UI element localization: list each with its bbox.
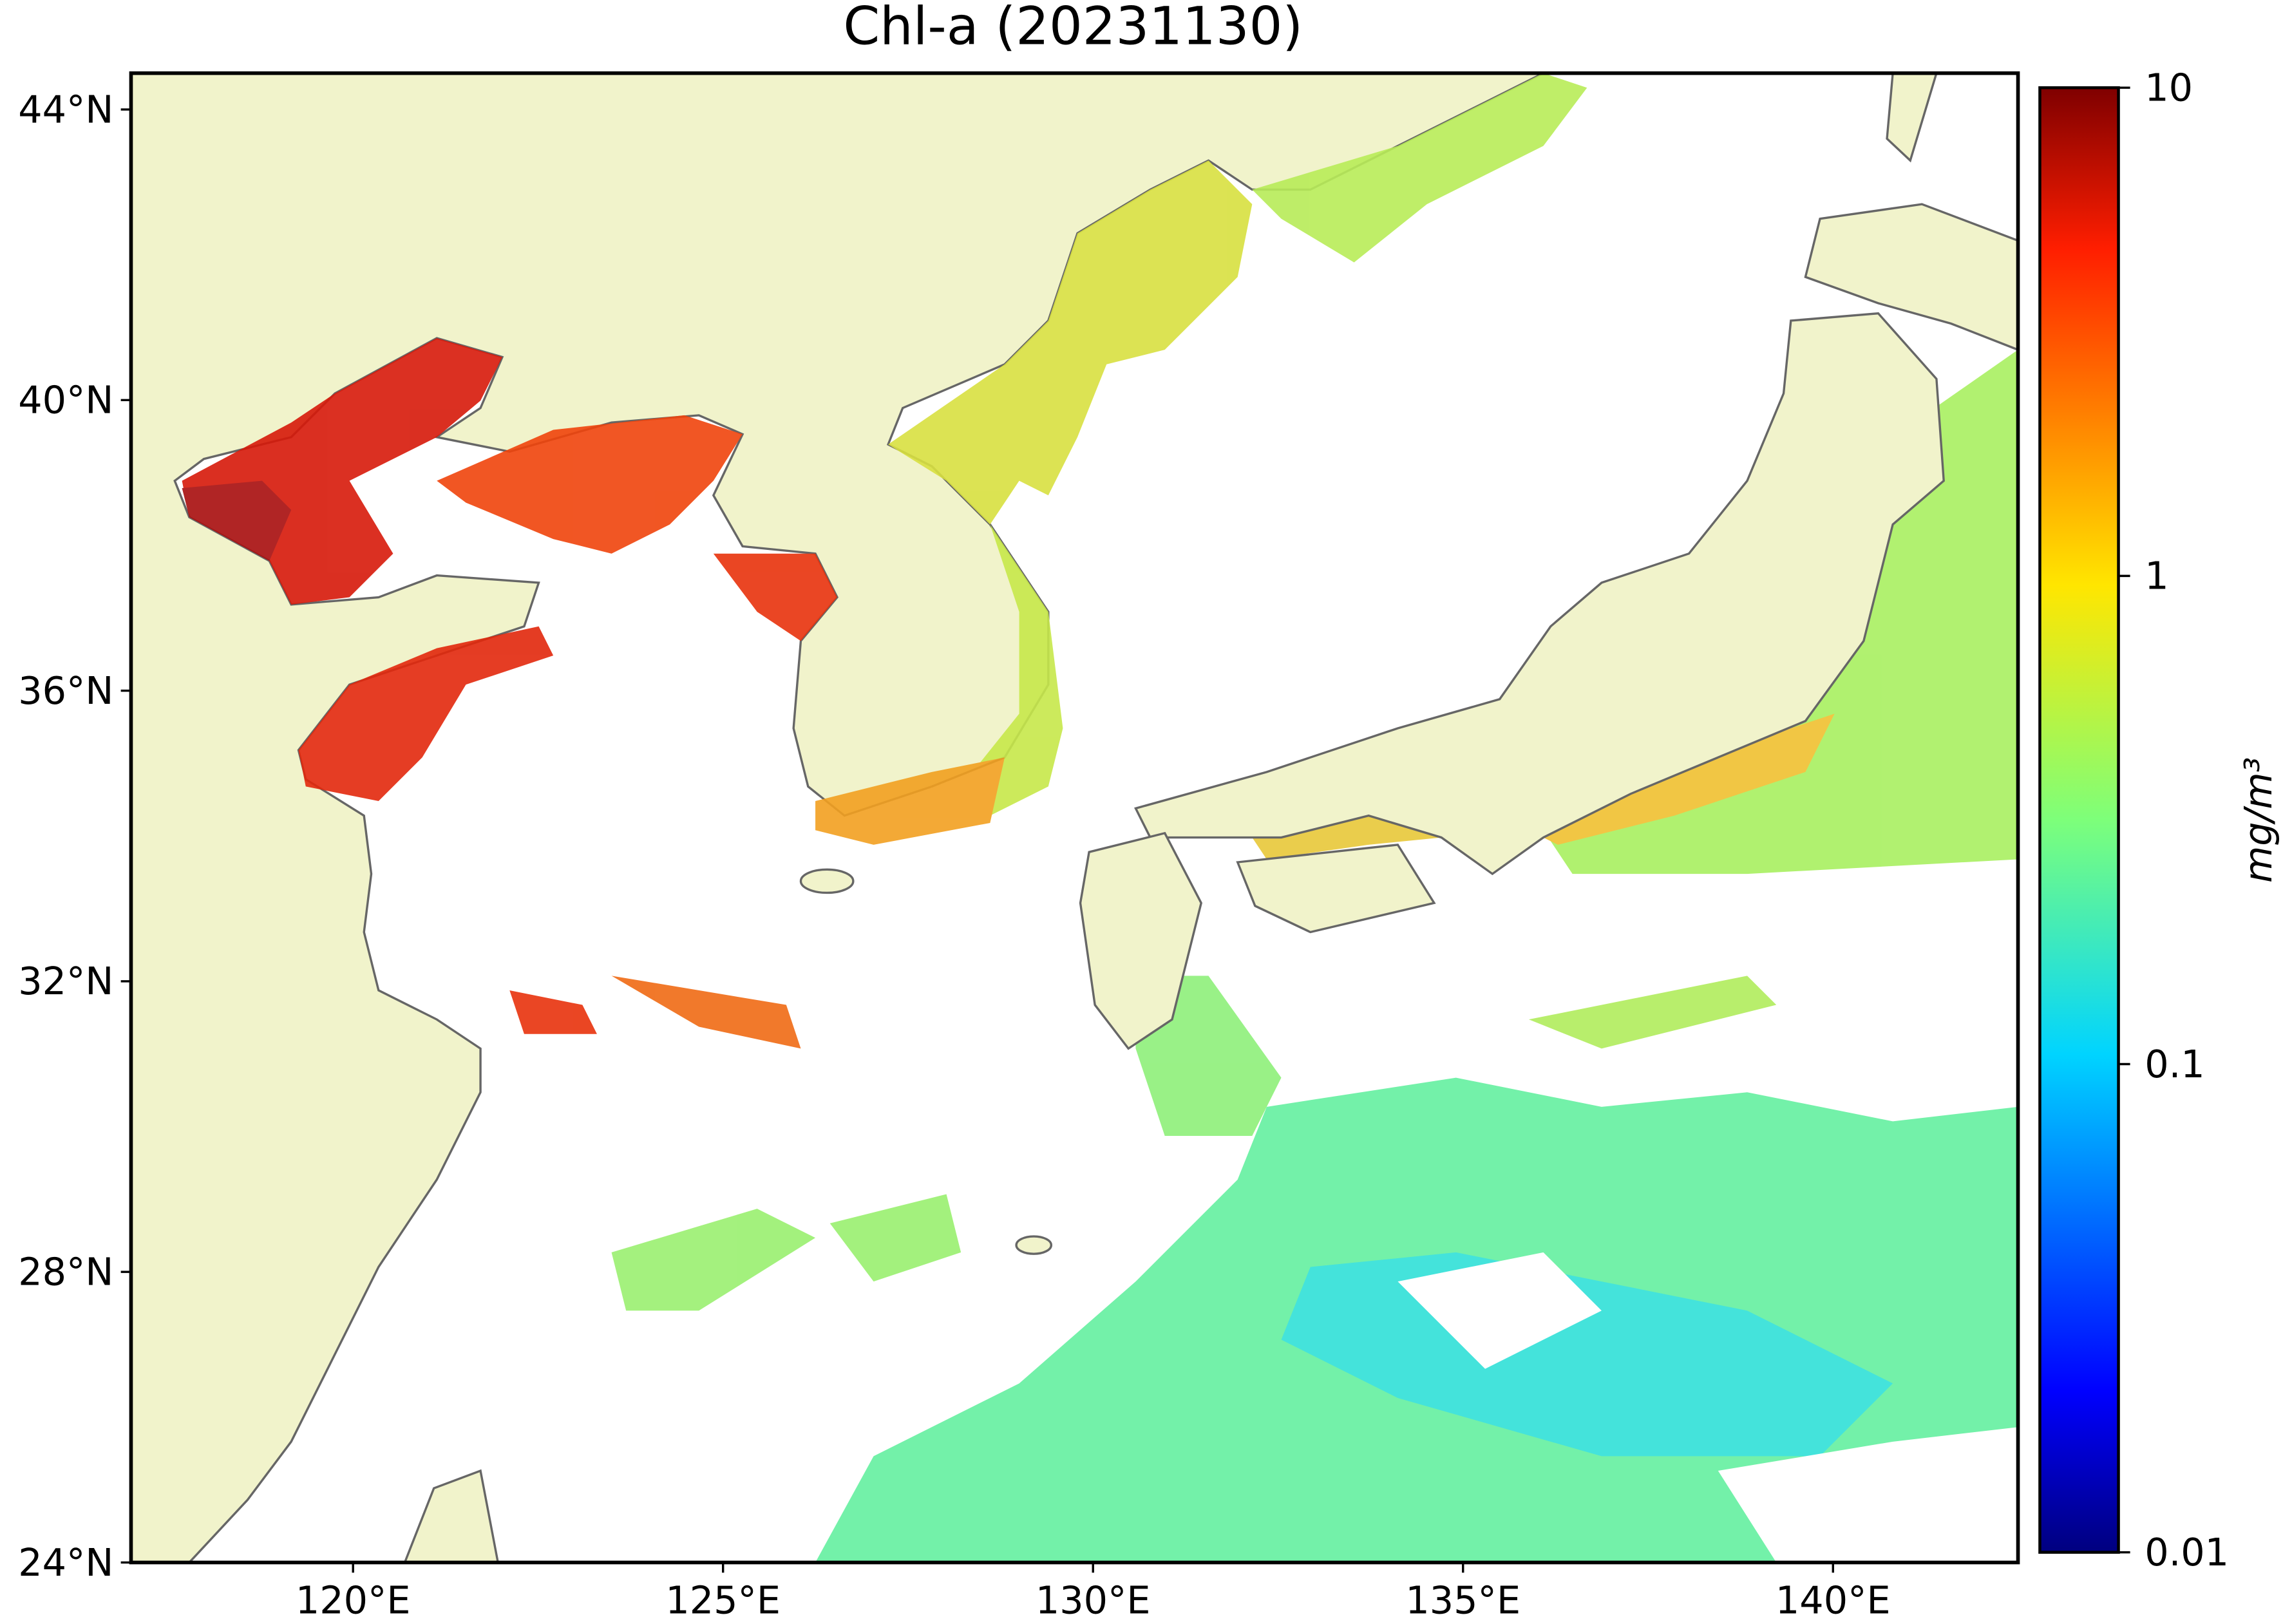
x-tick-label: 140°E	[1776, 1578, 1891, 1623]
colorbar-tick-label: 0.01	[2145, 1530, 2229, 1574]
x-tick-label: 125°E	[665, 1578, 781, 1623]
colorbar-tick-label: 10	[2145, 66, 2193, 110]
hokkaido	[1804, 203, 2018, 352]
jeju	[799, 868, 855, 894]
kyushu	[1079, 831, 1202, 1050]
islands	[1015, 1235, 1053, 1255]
y-tick-label: 44°N	[18, 87, 113, 131]
x-tick-label: 120°E	[296, 1578, 411, 1623]
x-tick-label: 130°E	[1036, 1578, 1151, 1623]
colorbar	[2038, 86, 2120, 1554]
map	[131, 73, 2018, 1563]
x-tick-label: 135°E	[1405, 1578, 1520, 1623]
chart-title: Chl-a (20231130)	[843, 0, 1303, 57]
colorbar-tick-label: 1	[2145, 554, 2168, 598]
taiwan	[403, 1469, 499, 1563]
colorbar-tick-label: 0.1	[2145, 1042, 2204, 1086]
chlorophyll-field	[182, 73, 2018, 1563]
sakhalin	[1886, 73, 1938, 163]
y-tick-label: 40°N	[18, 378, 113, 422]
colorbar-label: mg/m³	[2236, 757, 2280, 883]
y-tick-label: 28°N	[18, 1250, 113, 1294]
y-tick-label: 36°N	[18, 668, 113, 713]
honshu	[1134, 312, 1945, 876]
map-frame	[129, 71, 2020, 1565]
land-masses	[403, 73, 2018, 1563]
shikoku	[1236, 844, 1436, 934]
y-tick-label: 32°N	[18, 959, 113, 1003]
y-tick-label: 24°N	[18, 1540, 113, 1585]
